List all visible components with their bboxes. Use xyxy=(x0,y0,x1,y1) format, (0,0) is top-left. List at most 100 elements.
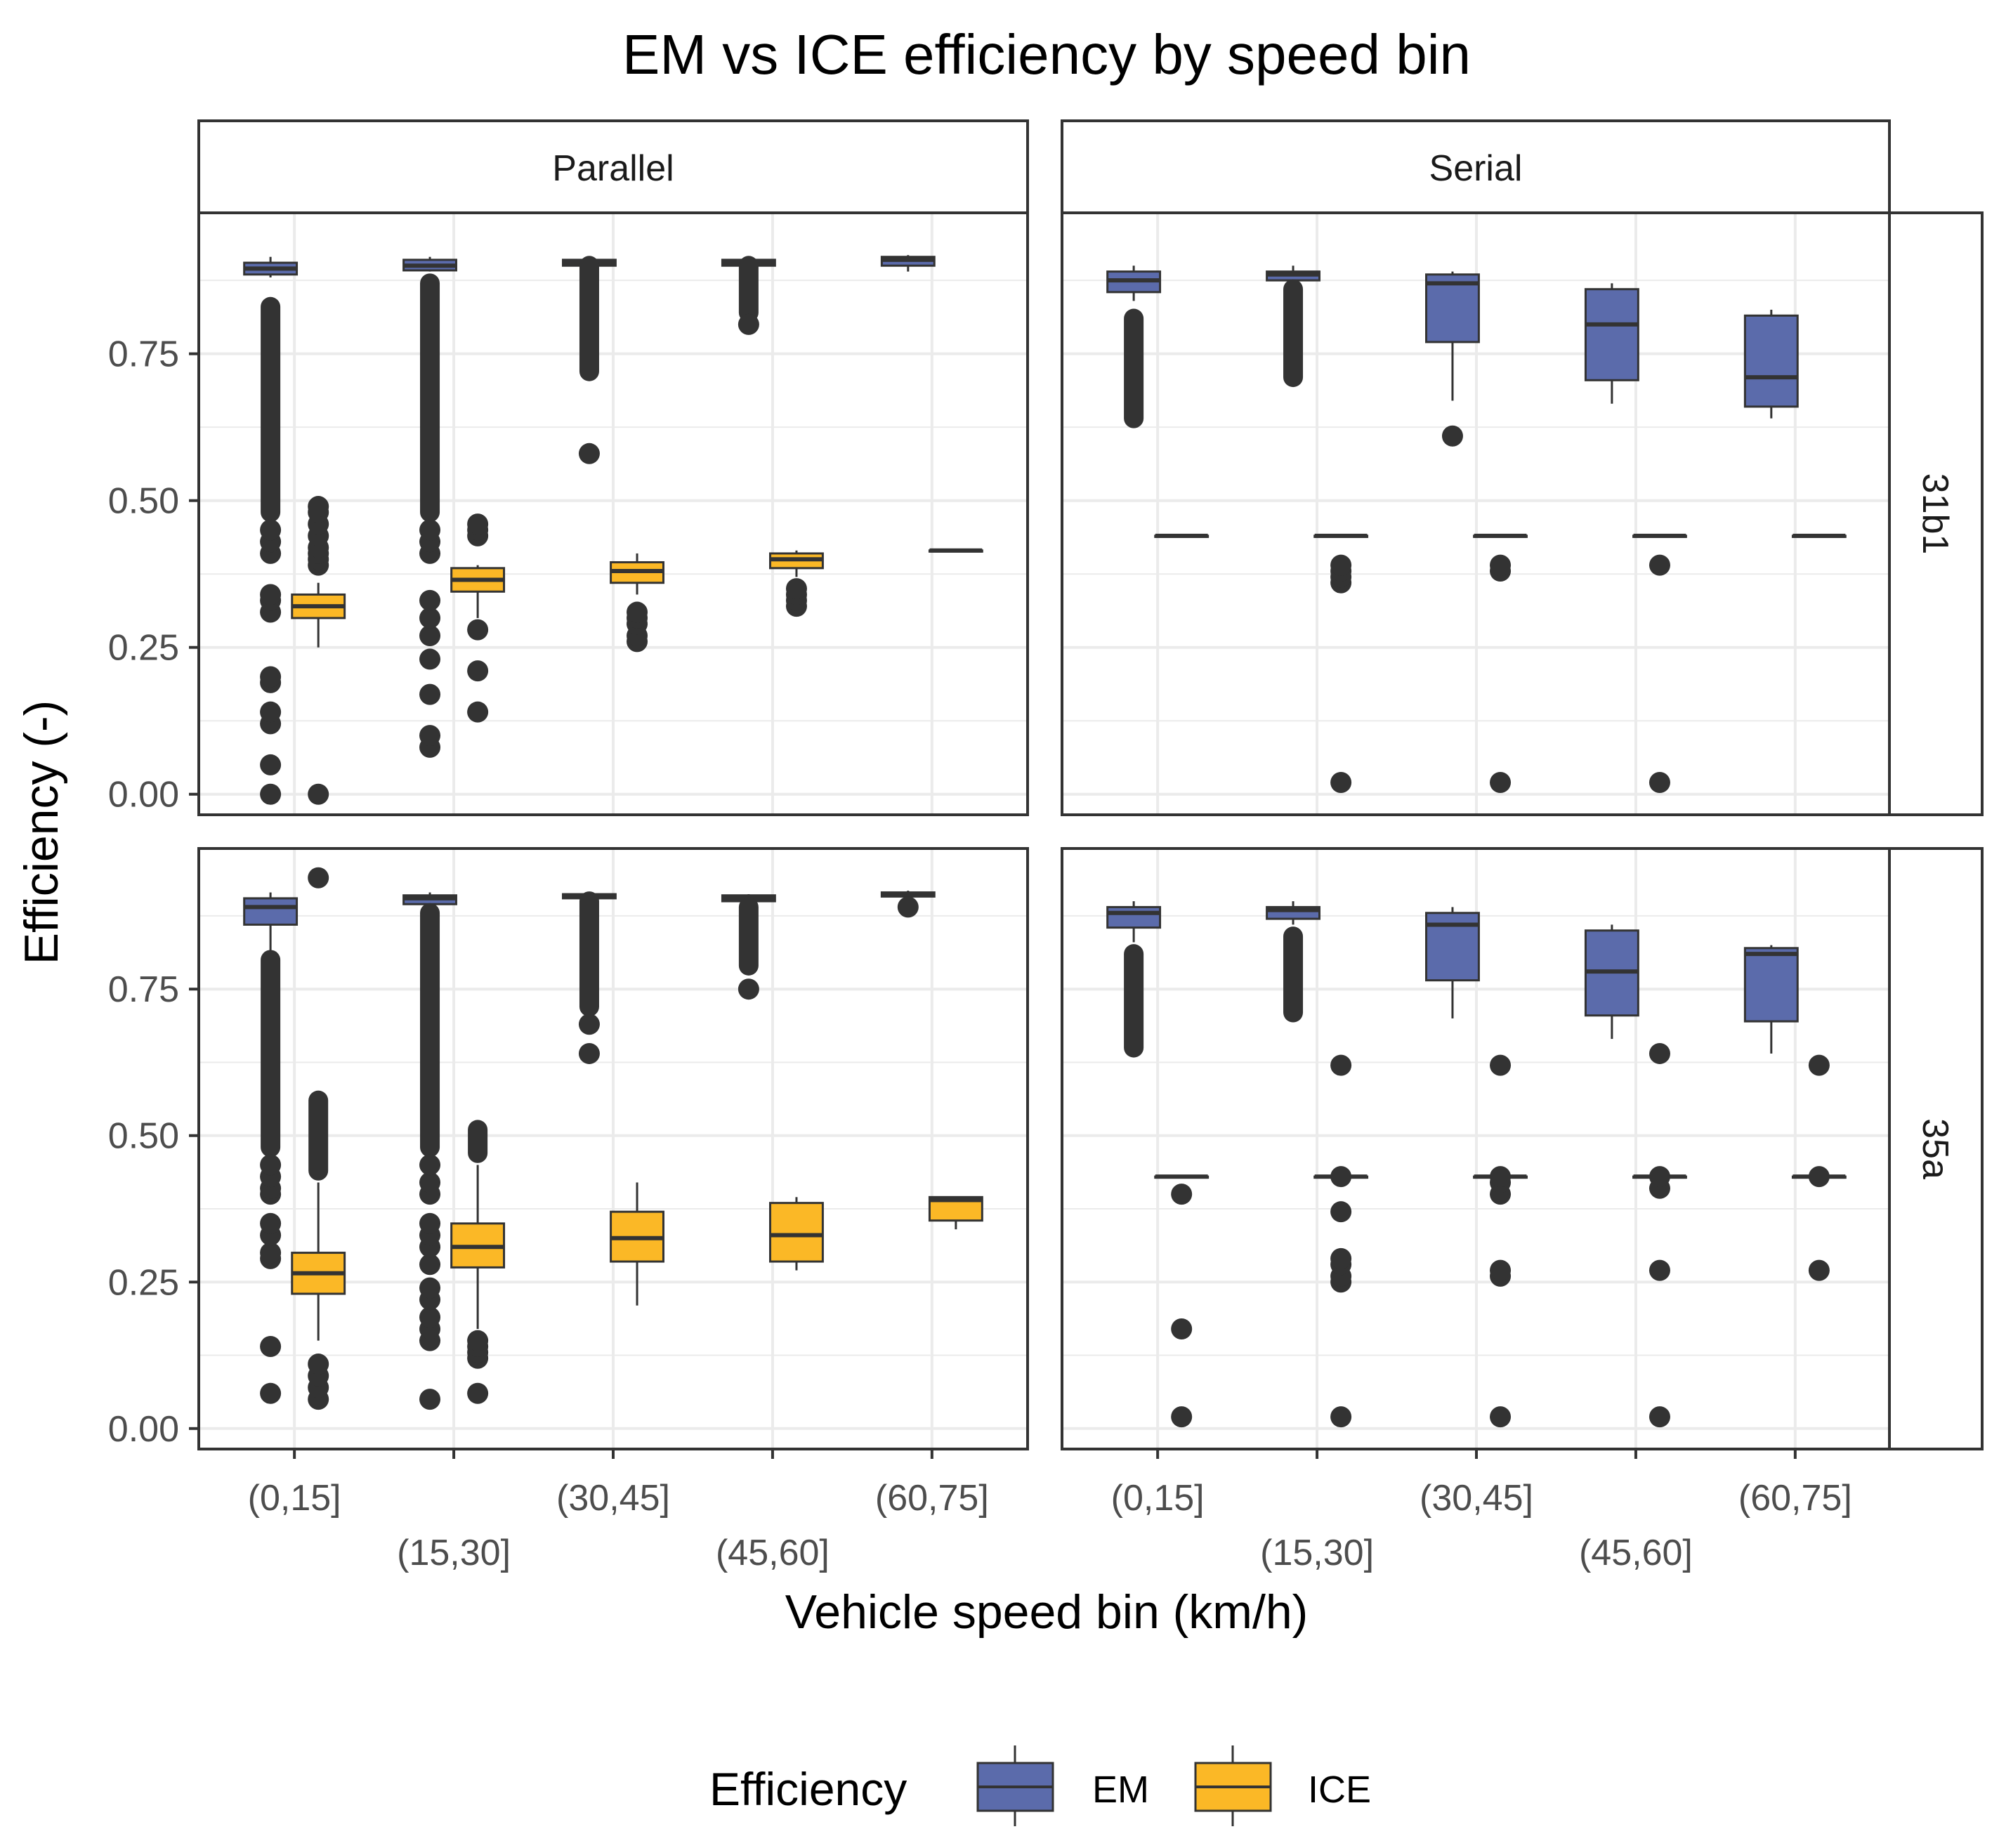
outlier-point xyxy=(260,519,282,541)
box-body xyxy=(1743,314,1799,408)
outlier-point xyxy=(308,783,329,805)
box-ice-2 xyxy=(1473,1054,1528,1428)
box-body xyxy=(1106,905,1162,929)
outlier-point xyxy=(467,660,489,682)
outlier-point xyxy=(1490,1166,1512,1188)
box-em-0 xyxy=(1106,266,1162,428)
outlier-point xyxy=(419,1306,441,1328)
x-axis-title: Vehicle speed bin (km/h) xyxy=(785,1585,1309,1639)
outlier-point xyxy=(419,1172,441,1193)
x-tick-label: (30,45] xyxy=(556,1478,670,1519)
legend-key-em xyxy=(976,1745,1054,1826)
outlier-point xyxy=(467,513,489,535)
strip-label-parallel: Parallel xyxy=(552,148,674,189)
box-em-1 xyxy=(1266,266,1320,388)
outlier-point xyxy=(419,589,441,611)
outlier-point xyxy=(260,1382,282,1404)
outlier-point xyxy=(1490,1259,1512,1281)
outlier-point xyxy=(627,601,648,623)
box-ice-0 xyxy=(291,496,346,805)
outlier-point xyxy=(308,496,329,518)
outlier-point xyxy=(897,896,919,918)
facet-panels: Parallel Serial31b135a0.000.250.500.750.0… xyxy=(108,119,1984,1573)
outlier-point xyxy=(260,1154,282,1176)
outlier-point xyxy=(1330,1201,1352,1223)
box-ice-3 xyxy=(769,550,824,617)
outlier-point xyxy=(419,519,441,541)
x-tick-label: (60,75] xyxy=(1738,1478,1852,1519)
box-em-3 xyxy=(721,256,776,335)
row-strip-31b1 xyxy=(1888,211,1984,816)
legend: Efficiency EM ICE xyxy=(709,1745,1371,1826)
box-ice-1 xyxy=(1313,1054,1369,1428)
box-body xyxy=(1743,947,1799,1023)
outlier-point xyxy=(1490,1054,1512,1076)
box-ice-0 xyxy=(1154,533,1210,538)
outlier-point xyxy=(578,443,600,464)
panel-serial-31b1 xyxy=(1061,211,1891,816)
outlier-point xyxy=(467,1330,489,1351)
x-tick-label: (15,30] xyxy=(397,1533,511,1573)
box-em-4 xyxy=(1743,945,1799,1054)
box-body xyxy=(243,897,299,926)
y-tick-label: 0.50 xyxy=(108,1116,179,1157)
box-em-0 xyxy=(1106,901,1162,1058)
box-em-2 xyxy=(1425,271,1480,447)
box-em-3 xyxy=(1584,283,1639,404)
outlier-point xyxy=(419,1254,441,1276)
x-tick-label: (30,45] xyxy=(1420,1478,1533,1519)
outlier-point xyxy=(1649,1166,1670,1188)
legend-label-em: EM xyxy=(1092,1769,1149,1811)
outlier-point xyxy=(260,783,282,805)
outlier-point xyxy=(1649,1042,1670,1064)
outlier-point xyxy=(578,1042,600,1064)
box-ice-3 xyxy=(1632,1042,1687,1428)
outlier-point xyxy=(1330,554,1352,576)
box-em-3 xyxy=(721,894,776,1000)
outlier-point xyxy=(308,1354,329,1375)
box-ice-2 xyxy=(610,1182,664,1306)
legend-key-ice xyxy=(1194,1745,1272,1826)
outlier-point xyxy=(419,607,441,629)
panel-border xyxy=(197,211,1029,816)
box-ice-0 xyxy=(291,867,346,1410)
outlier-point xyxy=(1649,772,1670,794)
box-ice-4 xyxy=(928,1195,983,1230)
outlier-point xyxy=(1330,1166,1352,1188)
row-strip-label-31b1: 31b1 xyxy=(1915,473,1955,555)
box-em-0 xyxy=(243,256,299,805)
outlier-point xyxy=(467,701,489,723)
box-em-2 xyxy=(562,256,617,464)
outlier-point xyxy=(419,1212,441,1234)
box-em-2 xyxy=(1425,907,1480,1018)
outlier-point xyxy=(1490,1406,1512,1428)
panel-serial-35a: (0,15] (15,30] (30,45] (45,60] (60,75] xyxy=(1061,847,1891,1573)
panel-parallel-35a: 0.00 0.25 0.50 0.75 (0,15] (15,30] (30,45] (45,… xyxy=(108,847,1029,1573)
box-em-4 xyxy=(880,255,936,272)
y-tick-label: 0.75 xyxy=(108,334,179,375)
outlier-point xyxy=(1490,554,1512,576)
outlier-point xyxy=(260,584,282,605)
outlier-point xyxy=(467,619,489,641)
y-tick-label: 0.25 xyxy=(108,1262,179,1303)
outlier-point xyxy=(738,313,759,335)
outlier-point xyxy=(260,754,282,775)
y-tick-label: 0.00 xyxy=(108,1409,179,1450)
chart-title: EM vs ICE efficiency by speed bin xyxy=(622,23,1471,86)
outlier-point xyxy=(1441,425,1463,447)
y-tick-label: 0.25 xyxy=(108,628,179,669)
outlier-point xyxy=(260,1242,282,1264)
outlier-point xyxy=(1649,1259,1670,1281)
strip-serial xyxy=(1061,119,1891,214)
box-em-4 xyxy=(880,891,936,918)
outlier-point xyxy=(1808,1054,1830,1076)
outlier-point xyxy=(419,648,441,670)
outlier-point xyxy=(419,1389,441,1410)
panel-parallel-31b1: 0.00 0.25 0.50 0.75 xyxy=(108,211,1029,816)
box-ice-4 xyxy=(1791,533,1847,538)
outlier-point xyxy=(260,701,282,723)
box-em-4 xyxy=(1743,309,1799,419)
outlier-point xyxy=(419,1277,441,1299)
outlier-point xyxy=(1649,1406,1670,1428)
